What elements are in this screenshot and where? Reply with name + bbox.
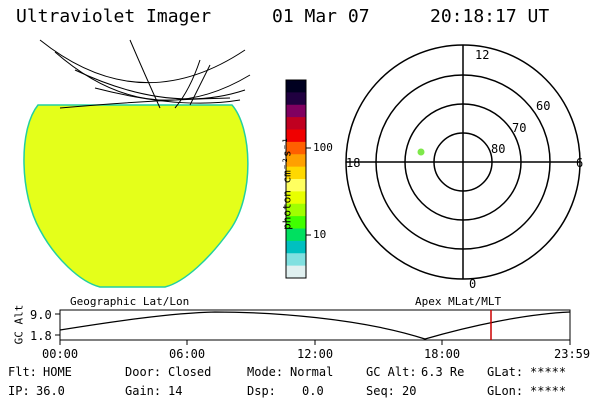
- dsp-label: Dsp:: [247, 384, 276, 398]
- altitude-axis-label: GC Alt: [12, 304, 26, 345]
- mode-label: Mode:: [247, 365, 284, 379]
- seq-label: Seq:: [366, 384, 395, 398]
- colorbar-frame: [285, 79, 307, 279]
- alt-ytick-label-low: 1.8: [30, 329, 52, 343]
- geographic-caption: Geographic Lat/Lon: [70, 295, 190, 308]
- polar-data-point: [417, 148, 425, 156]
- alt-ytick-label-high: 9.0: [30, 308, 52, 322]
- colorbar-stripe: [286, 104, 306, 118]
- alt-xtick-label-1800: 18:00: [424, 347, 461, 361]
- flight-label: Flt:: [8, 365, 37, 379]
- seq-value: 20: [402, 384, 417, 398]
- door-label: Door:: [125, 365, 162, 379]
- mlt-label-0: 0: [469, 277, 477, 291]
- colorbar-stripe: [286, 203, 306, 217]
- geographic-grid-lines: [39, 39, 251, 109]
- colorbar-stripe: [286, 216, 306, 230]
- ip-label: IP:: [8, 384, 30, 398]
- glon-label: GLon:: [487, 384, 524, 398]
- alt-xtick-label-2359: 23:59: [554, 347, 591, 361]
- earth-uv-image: [23, 104, 249, 288]
- colorbar-stripe: [286, 92, 306, 106]
- colorbar-stripe: [286, 179, 306, 192]
- gain-label: Gain:: [125, 384, 162, 398]
- colorbar-stripe: [286, 228, 306, 242]
- mlt-label-6: 6: [576, 156, 584, 170]
- alt-xtick-label-0000: 00:00: [42, 347, 79, 361]
- image-date: 01 Mar 07: [272, 6, 370, 27]
- glat-value: *****: [530, 365, 567, 379]
- colorbar-stripe: [286, 240, 306, 254]
- mode-value: Normal: [290, 365, 334, 379]
- colorbar-stripe: [286, 265, 306, 279]
- altitude-curve: [59, 311, 571, 340]
- mlat-label-80: 80: [491, 142, 506, 156]
- alt-xtick-label-1200: 12:00: [297, 347, 334, 361]
- colorbar-stripe: [286, 141, 306, 155]
- instrument-title: Ultraviolet Imager: [16, 6, 212, 27]
- colorbar-stripe: [286, 80, 306, 93]
- apex-caption: Apex MLat/MLT: [415, 295, 502, 308]
- colorbar-stripe: [286, 166, 306, 180]
- colorbar-stripe: [286, 253, 306, 267]
- glat-label: GLat:: [487, 365, 524, 379]
- flight-value: HOME: [43, 365, 72, 379]
- glon-value: *****: [530, 384, 567, 398]
- colorbar-tick-label-100: 100: [313, 141, 333, 154]
- ip-value: 36.0: [36, 384, 65, 398]
- colorbar-stripe: [286, 154, 306, 168]
- mlat-label-60: 60: [536, 99, 551, 113]
- gain-value: 14: [168, 384, 183, 398]
- mlat-label-70: 70: [512, 121, 527, 135]
- door-value: Closed: [168, 365, 212, 379]
- mlt-label-12: 12: [475, 48, 490, 62]
- colorbar-tick-label-10: 10: [313, 228, 327, 241]
- dsp-value: 0.0: [302, 384, 324, 398]
- gc-alt-label: GC Alt:: [366, 365, 417, 379]
- image-time: 20:18:17 UT: [430, 6, 550, 27]
- colorbar-stripe: [286, 129, 306, 143]
- colorbar-stripe: [286, 117, 306, 131]
- mlt-label-18: 18: [346, 156, 361, 170]
- altitude-plot-frame: [59, 309, 571, 341]
- alt-xtick-label-0600: 06:00: [169, 347, 206, 361]
- gc-alt-value: 6.3 Re: [421, 365, 465, 379]
- colorbar-stripe: [286, 191, 306, 205]
- colorbar-gradient: [286, 80, 306, 279]
